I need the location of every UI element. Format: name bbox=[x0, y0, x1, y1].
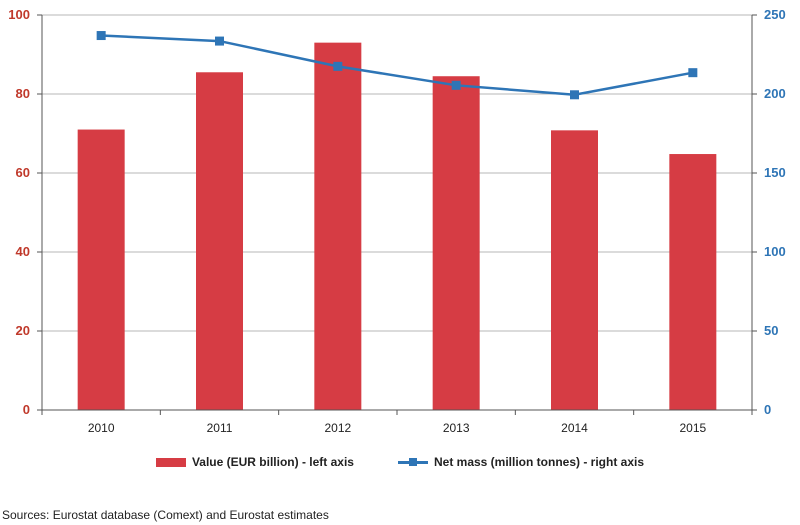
line-point bbox=[215, 36, 224, 46]
gridlines bbox=[37, 14, 752, 411]
right-tick-label: 200 bbox=[764, 86, 786, 101]
bar bbox=[432, 76, 480, 410]
right-axis-ticks: 0 50 100 150 200 250 bbox=[752, 7, 786, 417]
legend-bar-swatch bbox=[155, 457, 186, 467]
bar bbox=[77, 129, 125, 411]
right-tick-label: 0 bbox=[764, 402, 771, 417]
line-point bbox=[96, 31, 106, 41]
legend-item-net-mass: Net mass (million tonnes) - right axis bbox=[397, 455, 645, 469]
x-tick-label: 2013 bbox=[443, 421, 470, 435]
x-tick-label: 2012 bbox=[324, 421, 351, 435]
left-tick-label: 40 bbox=[16, 244, 30, 259]
bar-series bbox=[77, 42, 717, 411]
x-tick-label: 2011 bbox=[207, 421, 233, 435]
bar bbox=[314, 42, 362, 411]
bar bbox=[669, 154, 717, 410]
legend: Value (EUR billion) - left axis Net mass… bbox=[0, 455, 800, 469]
legend-item-value: Value (EUR billion) - left axis bbox=[155, 455, 354, 469]
legend-line-label: Net mass (million tonnes) - right axis bbox=[433, 455, 645, 469]
right-tick-label: 250 bbox=[764, 7, 786, 22]
x-tick-label: 2015 bbox=[679, 421, 706, 435]
legend-line-swatch bbox=[397, 457, 428, 467]
left-tick-label: 60 bbox=[16, 165, 30, 180]
source-note: Sources: Eurostat database (Comext) and … bbox=[2, 508, 329, 522]
right-tick-label: 150 bbox=[764, 165, 786, 180]
x-tick-label: 2014 bbox=[561, 421, 588, 435]
left-axis-ticks: 0 20 40 60 80 100 bbox=[8, 7, 30, 417]
legend-bar-label: Value (EUR billion) - left axis bbox=[191, 455, 354, 469]
bar bbox=[551, 130, 598, 410]
left-tick-label: 80 bbox=[16, 86, 30, 101]
x-axis-ticks: 2010 2011 2012 2013 2014 2015 bbox=[88, 421, 707, 435]
bar bbox=[196, 72, 243, 411]
line-series bbox=[96, 31, 698, 100]
right-tick-label: 50 bbox=[764, 323, 778, 338]
line-point bbox=[688, 68, 698, 78]
line-point bbox=[333, 61, 343, 71]
net-mass-line bbox=[101, 34, 694, 97]
axes bbox=[41, 15, 753, 415]
line-point bbox=[570, 90, 579, 100]
x-tick-label: 2010 bbox=[88, 421, 115, 435]
left-tick-label: 100 bbox=[8, 7, 30, 22]
left-tick-label: 0 bbox=[23, 402, 30, 417]
line-point bbox=[451, 80, 461, 90]
left-tick-label: 20 bbox=[16, 323, 30, 338]
right-tick-label: 100 bbox=[764, 244, 786, 259]
